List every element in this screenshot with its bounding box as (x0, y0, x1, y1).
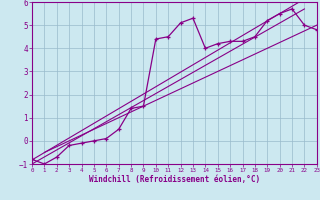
X-axis label: Windchill (Refroidissement éolien,°C): Windchill (Refroidissement éolien,°C) (89, 175, 260, 184)
